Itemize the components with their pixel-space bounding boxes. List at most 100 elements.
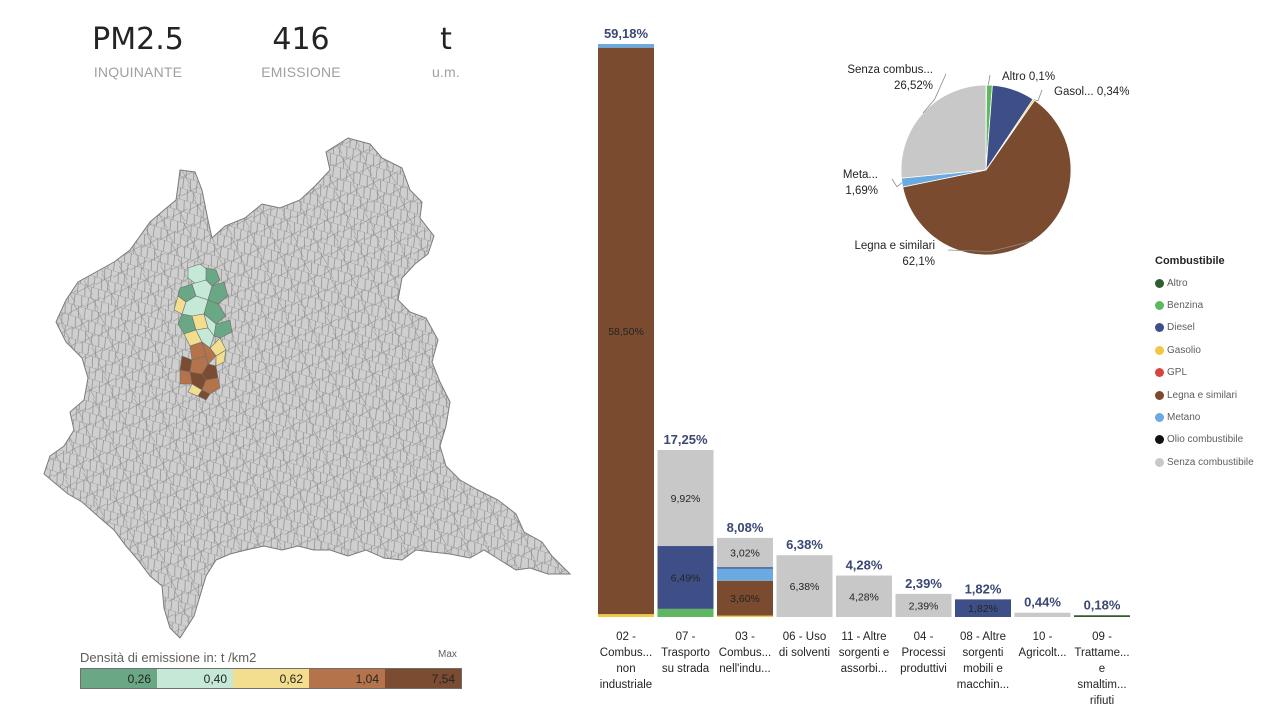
legend-item[interactable]: Senza combustibile — [1155, 451, 1254, 473]
bar-chart-by-sector[interactable]: 58,50% 59,18% 02 - Combus... non industriale 6… — [590, 20, 1140, 720]
legend-item[interactable]: Altro — [1155, 272, 1254, 294]
legend-swatch — [1155, 323, 1164, 333]
legend-item[interactable]: GPL — [1155, 362, 1254, 384]
pie-label-value: 62,1% — [902, 256, 935, 268]
bar-segment[interactable] — [717, 567, 773, 569]
pie-label-name: Legna e similari — [854, 240, 935, 252]
bar-segment[interactable] — [657, 546, 714, 609]
kpi-unit-value: t — [440, 22, 452, 57]
bar-segment[interactable] — [717, 537, 773, 568]
legend-item[interactable]: Olio combustibile — [1155, 429, 1254, 451]
legend-label: GPL — [1167, 367, 1188, 379]
pie-label-name: Senza combus... — [847, 64, 933, 76]
bar-category-label: sorgenti e — [839, 647, 890, 659]
kpi-unit: t u.m. — [376, 22, 516, 80]
bar-group[interactable]: 6,49% 9,92% 17,25% 07 - Trasporto su strada — [657, 432, 714, 675]
bar-segment[interactable] — [717, 615, 773, 617]
pie-chart-by-fuel[interactable]: Altro 0,1% Gasol... 0,34% Legna e similari… — [830, 60, 1150, 290]
pie-slice[interactable] — [900, 84, 987, 179]
legend-swatch — [1155, 390, 1164, 400]
bar-segment-label: 6,49% — [671, 572, 701, 584]
bar-total-label: 1,82% — [965, 581, 1002, 596]
bar-segment[interactable] — [836, 575, 892, 617]
bar-segment[interactable] — [776, 555, 833, 617]
bar-segment[interactable] — [1014, 612, 1071, 617]
region-map[interactable] — [30, 130, 590, 650]
pie-leader-line — [947, 240, 1033, 252]
bar-total-label: 6,38% — [786, 537, 823, 552]
pie-slice[interactable] — [902, 99, 1072, 256]
bar-category-label: 02 - — [616, 631, 636, 643]
bar-group[interactable]: 6,38% 6,38% 06 - Uso di solventi — [776, 537, 833, 659]
bar-category-label: Combus... — [600, 647, 652, 659]
kpi-emission: 416 EMISSIONE — [231, 22, 371, 80]
bar-category-label: 11 - Altre — [841, 631, 886, 643]
bar-group[interactable]: 0,44% 10 - Agricolt... — [1014, 595, 1071, 659]
bar-group[interactable]: 3,60% 3,02% 8,08% 03 - Combus... nell'indu... — [717, 520, 773, 675]
bar-category-label: 08 - Altre — [960, 631, 1006, 643]
legend-label: Gasolio — [1167, 344, 1201, 356]
kpi-pollutant: PM2.5 INQUINANTE — [68, 22, 208, 80]
bar-segment[interactable] — [598, 614, 654, 617]
bar-segment-label: 9,92% — [671, 493, 701, 505]
bar-segment[interactable] — [717, 580, 773, 616]
bar-category-label: non — [616, 663, 635, 675]
density-bin-1: 0,40 — [157, 669, 233, 688]
bar-group[interactable]: 1,82% 1,82% 08 - Altre sorgenti mobili e macc… — [955, 581, 1011, 691]
bar-segment[interactable] — [717, 568, 773, 581]
bar-total-label: 2,39% — [905, 576, 942, 591]
bar-group[interactable]: 0,18% 09 - Trattame... e smaltim... rifiuti — [1074, 597, 1130, 707]
bar-group[interactable]: 4,28% 4,28% 11 - Altre sorgenti e assorbi... — [836, 558, 892, 675]
bar-category-label: industriale — [600, 679, 652, 691]
bar-category-label: Processi — [901, 647, 945, 659]
bar-category-label: Trasporto — [661, 647, 710, 659]
bar-segment-label: 6,38% — [790, 581, 820, 593]
bar-segment[interactable] — [895, 593, 952, 617]
legend-item[interactable]: Metano — [1155, 406, 1254, 428]
highlighted-municipalities[interactable] — [173, 263, 233, 401]
density-bin-0: 0,26 — [81, 669, 157, 688]
bar-segment[interactable] — [657, 449, 714, 547]
legend-swatch — [1155, 368, 1164, 378]
pie-leader-line — [922, 73, 947, 114]
legend-item[interactable]: Gasolio — [1155, 339, 1254, 361]
bar-total-label: 17,25% — [663, 432, 708, 447]
bar-category-label: rifiuti — [1090, 695, 1114, 707]
bar-total-label: 59,18% — [604, 26, 649, 41]
bar-segment[interactable] — [598, 47, 654, 615]
bar-group[interactable]: 58,50% 59,18% 02 - Combus... non industriale — [598, 26, 654, 691]
legend-swatch — [1155, 457, 1164, 467]
bar-segment[interactable] — [657, 608, 714, 617]
bar-segment[interactable] — [1074, 615, 1130, 617]
bar-segment[interactable] — [598, 44, 654, 48]
bar-segment-label: 4,28% — [849, 591, 879, 603]
bar-category-label: Agricolt... — [1019, 647, 1067, 659]
pie-label-value: 26,52% — [894, 80, 933, 92]
bar-category-label: macchin... — [957, 679, 1009, 691]
density-legend-title: Densità di emissione in: t /km2 — [80, 650, 257, 665]
legend-label: Legna e similari — [1167, 389, 1238, 401]
bar-category-label: 09 - — [1092, 631, 1112, 643]
legend-item[interactable]: Benzina — [1155, 294, 1254, 316]
pie-leader-line — [891, 178, 903, 188]
density-bin-3: 1,04 — [309, 669, 385, 688]
map-svg[interactable] — [30, 130, 590, 650]
legend-label: Senza combustibile — [1167, 456, 1254, 468]
legend-item[interactable]: Legna e similari — [1155, 384, 1254, 406]
municipality-borders-secondary — [44, 138, 570, 638]
bar-segment[interactable] — [955, 599, 1011, 617]
bar-segment-label: 2,39% — [909, 600, 939, 612]
pie-label-name: Meta... — [843, 169, 878, 181]
bar-total-label: 0,18% — [1084, 597, 1121, 612]
legend-item[interactable]: Diesel — [1155, 317, 1254, 339]
bar-group[interactable]: 2,39% 2,39% 04 - Processi produttivi — [895, 576, 952, 675]
pie-label: Altro 0,1% — [1002, 71, 1055, 83]
bar-total-label: 8,08% — [727, 520, 764, 535]
bar-category-label: Combus... — [719, 647, 771, 659]
bar-category-label: 04 - — [914, 631, 934, 643]
fuel-legend-title: Combustibile — [1155, 255, 1225, 267]
pie-leader-line — [1033, 89, 1043, 102]
legend-label: Diesel — [1167, 322, 1195, 334]
bar-category-label: e — [1099, 663, 1105, 675]
bar-segment-label: 1,82% — [968, 603, 998, 615]
